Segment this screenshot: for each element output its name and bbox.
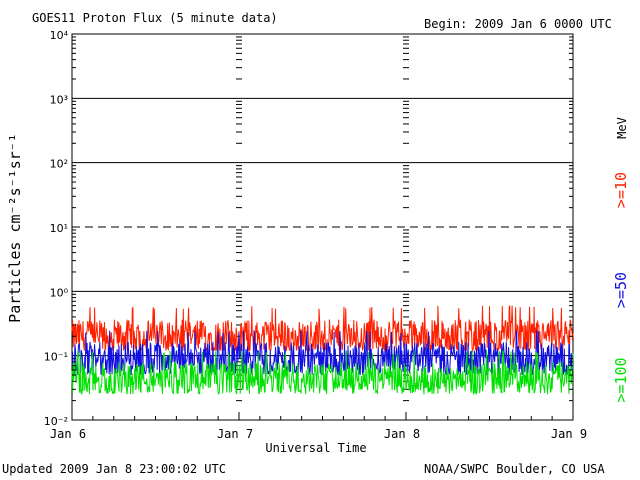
x-axis-ticks: Jan 6 Jan 7 Jan 8 Jan 9 xyxy=(50,412,587,441)
y-tick-label: 10⁰ xyxy=(50,286,69,299)
legend-entry-1: >=50 xyxy=(612,272,630,308)
x-tick-label: Jan 6 xyxy=(50,427,86,441)
legend: MeV >=10 >=50 >=100 xyxy=(612,117,630,402)
y-axis-label: Particles cm⁻²s⁻¹sr⁻¹ xyxy=(6,133,24,323)
x-axis-label: Universal Time xyxy=(265,441,366,455)
y-axis-ticks: 10⁻² 10⁻¹ 10⁰ 10¹ 10² 10³ 10⁴ xyxy=(44,29,573,428)
series-layer xyxy=(71,305,574,396)
series-line-1 xyxy=(71,330,574,377)
updated-label: Updated 2009 Jan 8 23:00:02 UTC xyxy=(2,462,226,476)
y-tick-label: 10³ xyxy=(50,93,68,106)
y-tick-label: 10¹ xyxy=(50,222,68,235)
x-tick-label: Jan 8 xyxy=(384,427,420,441)
series-line-2 xyxy=(71,350,574,396)
x-tick-label: Jan 9 xyxy=(551,427,587,441)
legend-entry-0: >=10 xyxy=(612,172,630,208)
x-tick-label: Jan 7 xyxy=(217,427,253,441)
series-line-0 xyxy=(71,305,574,353)
legend-entry-2: >=100 xyxy=(612,357,630,402)
y-tick-label: 10⁴ xyxy=(50,29,69,42)
y-tick-label: 10⁻² xyxy=(44,415,68,428)
begin-label: Begin: 2009 Jan 6 0000 UTC xyxy=(424,17,612,31)
chart-title: GOES11 Proton Flux (5 minute data) xyxy=(32,11,278,25)
source-label: NOAA/SWPC Boulder, CO USA xyxy=(424,462,605,476)
y-tick-label: 10⁻¹ xyxy=(44,351,68,364)
legend-unit: MeV xyxy=(615,117,629,139)
y-tick-label: 10² xyxy=(50,158,68,171)
